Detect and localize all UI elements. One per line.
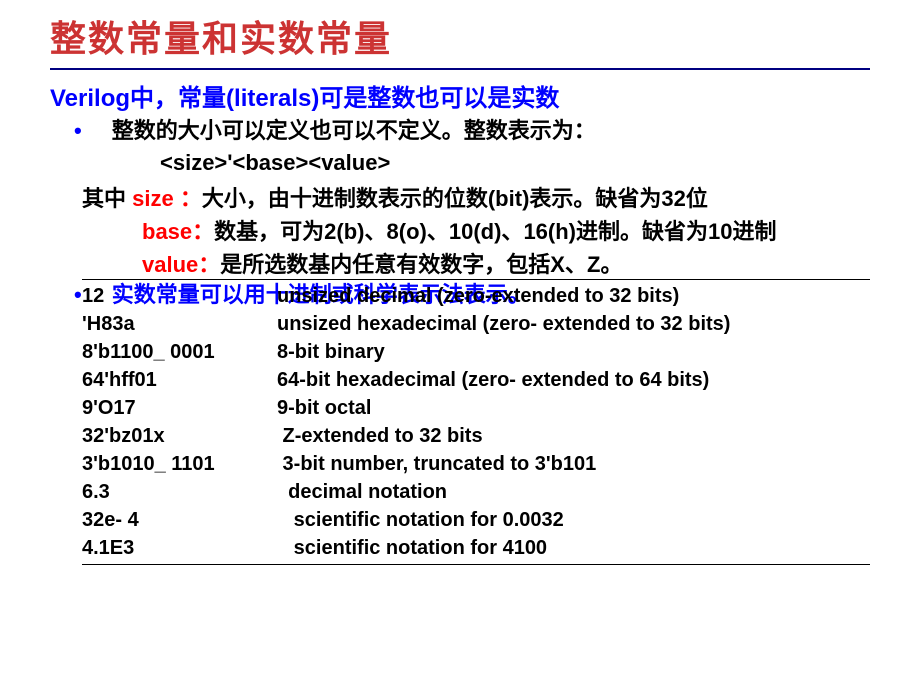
- description-block: 其中 size ：大小，由十进制数表示的位数(bit)表示。缺省为32位 bas…: [82, 182, 870, 281]
- example-description: decimal notation: [277, 478, 870, 506]
- slide: 整数常量和实数常量 Verilog中，常量(literals)可是整数也可以是实…: [0, 0, 920, 565]
- subtitle-part3: (literals): [226, 85, 319, 112]
- slide-title: 整数常量和实数常量: [50, 10, 870, 62]
- table-row: 8'b1100_ 00018-bit binary: [82, 338, 870, 366]
- table-row: 32'bz01x Z-extended to 32 bits: [82, 422, 870, 450]
- format-syntax: <size>'<base><value>: [160, 150, 870, 176]
- example-description: Z-extended to 32 bits: [277, 422, 870, 450]
- subtitle-part2: 中，常量: [130, 85, 226, 112]
- example-literal: 6.3: [82, 478, 277, 506]
- desc-base-t10: 10: [708, 219, 732, 244]
- table-row: 'H83aunsized hexadecimal (zero- extended…: [82, 310, 870, 338]
- example-literal: 3'b1010_ 1101: [82, 450, 277, 478]
- table-body: 12unsized decimal (zero-extended to 32 b…: [82, 282, 870, 562]
- examples-table: 12unsized decimal (zero-extended to 32 b…: [82, 279, 870, 565]
- desc-value-key: value：: [142, 252, 220, 277]
- example-literal: 32e- 4: [82, 506, 277, 534]
- example-description: 8-bit binary: [277, 338, 870, 366]
- desc-base-t8: 16(h): [523, 219, 576, 244]
- desc-base-t1: 数基，可为: [214, 219, 324, 244]
- table-row: 9'O179-bit octal: [82, 394, 870, 422]
- desc-base-t5: 、: [427, 219, 449, 244]
- desc-size-t1: 大小，由十进制数表示的位数: [202, 186, 488, 211]
- table-row: 32e- 4 scientific notation for 0.0032: [82, 506, 870, 534]
- desc-size-t4: 32: [661, 186, 685, 211]
- desc-value-t2: X: [550, 252, 565, 277]
- table-top-rule: [82, 279, 870, 280]
- example-description: scientific notation for 4100: [277, 534, 870, 562]
- example-description: scientific notation for 0.0032: [277, 506, 870, 534]
- desc-base-t3: 、: [365, 219, 387, 244]
- desc-size-t5: 位: [686, 186, 708, 211]
- example-literal: 12: [82, 282, 277, 310]
- desc-base-t6: 10(d): [449, 219, 502, 244]
- example-literal: 32'bz01x: [82, 422, 277, 450]
- desc-value-t5: 。: [600, 252, 622, 277]
- desc-value-t3: 、: [565, 252, 587, 277]
- table-row: 6.3 decimal notation: [82, 478, 870, 506]
- example-description: unsized hexadecimal (zero- extended to 3…: [277, 310, 870, 338]
- desc-size-line: 其中 size ：大小，由十进制数表示的位数(bit)表示。缺省为32位: [82, 182, 870, 215]
- table-row: 64'hff0164-bit hexadecimal (zero- extend…: [82, 366, 870, 394]
- subtitle-part4: 可是整数也可以是实数: [319, 85, 559, 112]
- desc-size-t2: (bit): [488, 186, 530, 211]
- desc-size-t3: 表示。缺省为: [529, 186, 661, 211]
- desc-size-key: size ：: [132, 186, 202, 211]
- table-row: 3'b1010_ 1101 3-bit number, truncated to…: [82, 450, 870, 478]
- desc-base-key: base：: [142, 219, 214, 244]
- desc-base-t2: 2(b): [324, 219, 364, 244]
- subtitle: Verilog中，常量(literals)可是整数也可以是实数: [50, 78, 870, 113]
- title-underline: [50, 68, 870, 70]
- desc-base-t7: 、: [501, 219, 523, 244]
- bullet-dot-icon: •: [74, 117, 82, 145]
- bullet-integer-text: 整数的大小可以定义也可以不定义。整数表示为：: [112, 117, 596, 145]
- desc-value-line: value：是所选数基内任意有效数字，包括X、Z。: [142, 248, 870, 281]
- desc-base-t9: 进制。缺省为: [576, 219, 708, 244]
- example-description: 9-bit octal: [277, 394, 870, 422]
- example-literal: 64'hff01: [82, 366, 277, 394]
- desc-base-line: base：数基，可为2(b)、8(o)、10(d)、16(h)进制。缺省为10进…: [142, 215, 870, 248]
- desc-value-t1: 是所选数基内任意有效数字，包括: [220, 252, 550, 277]
- bullet-integer: • 整数的大小可以定义也可以不定义。整数表示为：: [74, 117, 870, 145]
- table-row: 12unsized decimal (zero-extended to 32 b…: [82, 282, 870, 310]
- desc-prefix: 其中: [82, 186, 126, 211]
- example-literal: 'H83a: [82, 310, 277, 338]
- desc-base-t4: 8(o): [387, 219, 427, 244]
- example-literal: 8'b1100_ 0001: [82, 338, 277, 366]
- example-description: 64-bit hexadecimal (zero- extended to 64…: [277, 366, 870, 394]
- table-bottom-rule: [82, 564, 870, 565]
- table-row: 4.1E3 scientific notation for 4100: [82, 534, 870, 562]
- example-literal: 4.1E3: [82, 534, 277, 562]
- bullet-dot-icon: •: [74, 281, 82, 309]
- subtitle-part1: Verilog: [50, 85, 130, 112]
- example-description: unsized decimal (zero-extended to 32 bit…: [277, 282, 870, 310]
- desc-base-t11: 进制: [733, 219, 777, 244]
- example-description: 3-bit number, truncated to 3'b101: [277, 450, 870, 478]
- desc-value-t4: Z: [587, 252, 600, 277]
- example-literal: 9'O17: [82, 394, 277, 422]
